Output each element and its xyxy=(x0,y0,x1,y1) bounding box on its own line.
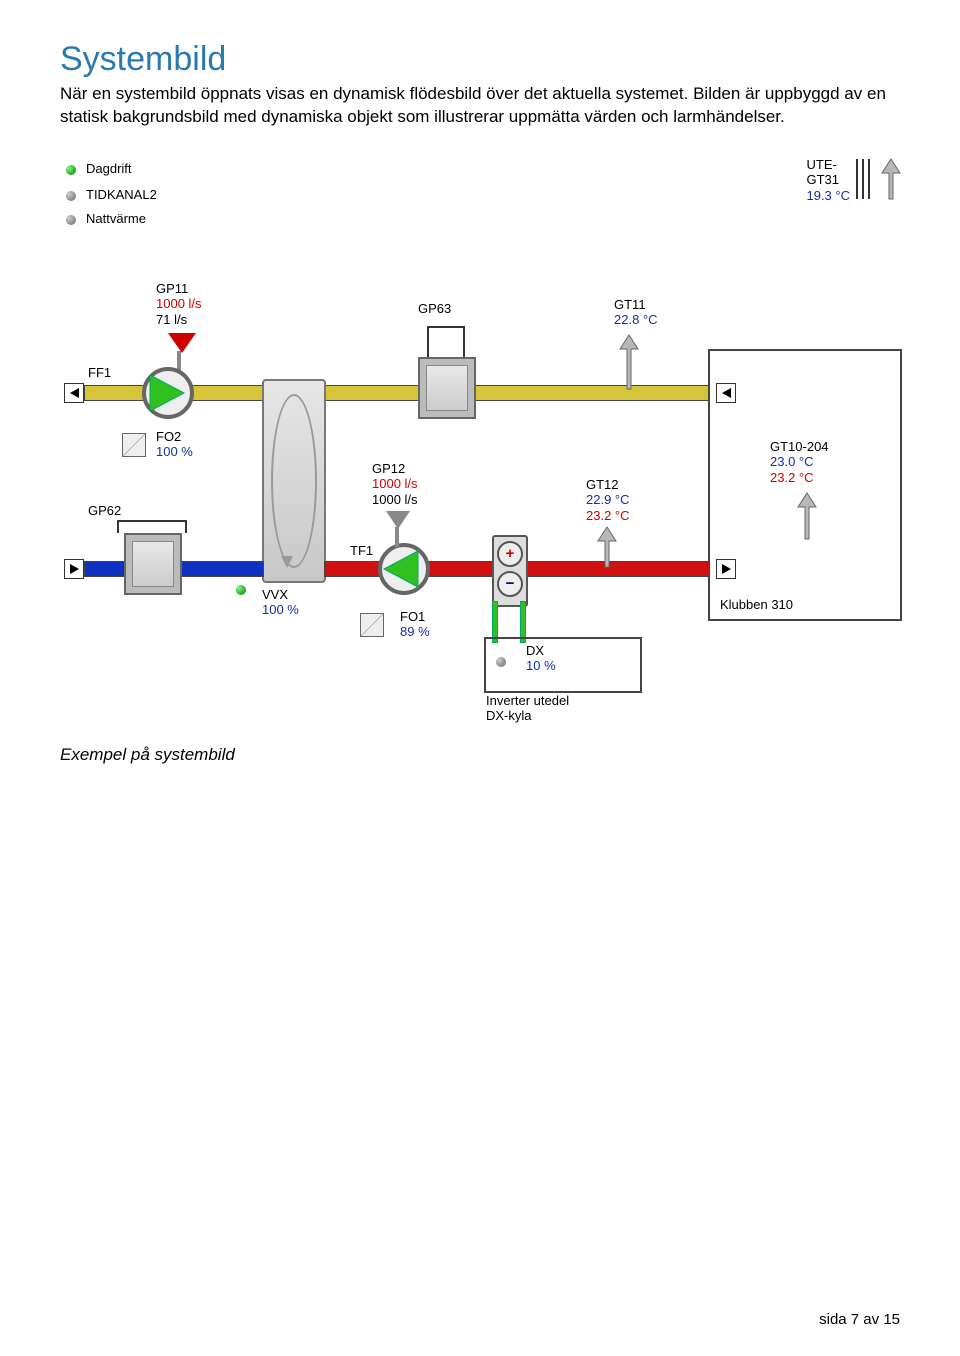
dx-status-dot xyxy=(496,657,506,667)
arrow-supply-out xyxy=(716,559,736,579)
vvx-value: 100 % xyxy=(262,602,299,618)
gt10-sensor-icon xyxy=(798,493,816,537)
ute-sensor-icon xyxy=(882,159,900,203)
heatcool-coil[interactable]: + − xyxy=(492,535,528,607)
converter-fo1[interactable] xyxy=(360,613,384,637)
gt12-name: GT12 xyxy=(586,477,630,493)
vvx-name: VVX xyxy=(262,587,299,603)
gp11-actual: 71 l/s xyxy=(156,312,202,328)
gt10-block: GT10-204 23.0 °C 23.2 °C xyxy=(770,439,829,486)
system-diagram: Dagdrift TIDKANAL2 Nattvärme UTE- GT31 1… xyxy=(60,153,900,733)
gp12-name: GP12 xyxy=(372,461,418,477)
fo2-block: FO2 100 % xyxy=(156,429,193,460)
duct-exhaust-2 xyxy=(324,385,710,401)
ute-block: UTE- GT31 19.3 °C xyxy=(806,157,850,204)
status-dot-dagdrift xyxy=(66,165,76,175)
fan-ff1-blade-icon xyxy=(144,371,188,415)
fo2-name: FO2 xyxy=(156,429,193,445)
intro-paragraph: När en systembild öppnats visas en dynam… xyxy=(60,83,900,129)
fo1-block: FO1 89 % xyxy=(400,609,430,640)
fo1-value: 89 % xyxy=(400,624,430,640)
page-heading: Systembild xyxy=(60,40,900,79)
gt10-value2: 23.2 °C xyxy=(770,470,829,486)
gp11-name: GP11 xyxy=(156,281,202,297)
vvx-unit[interactable] xyxy=(262,379,326,583)
gp11-setpoint: 1000 l/s xyxy=(156,296,202,312)
arrow-supply-in xyxy=(64,559,84,579)
gt10-name: GT10-204 xyxy=(770,439,829,455)
dx-name: DX xyxy=(526,643,556,659)
dx-sub-block: Inverter utedel DX-kyla xyxy=(486,693,569,724)
gt12-value2: 23.2 °C xyxy=(586,508,630,524)
vvx-status-dot xyxy=(236,585,246,595)
gp12-block: GP12 1000 l/s 1000 l/s xyxy=(372,461,418,508)
coil-minus-icon: − xyxy=(497,571,523,597)
coil-plus-icon: + xyxy=(497,541,523,567)
gp12-setpoint: 1000 l/s xyxy=(372,476,418,492)
arrow-exhaust-left xyxy=(64,383,84,403)
gt10-value1: 23.0 °C xyxy=(770,454,829,470)
status-label-tidkanal2: TIDKANAL2 xyxy=(86,187,157,203)
figure-caption: Exempel på systembild xyxy=(60,745,900,765)
gt11-name: GT11 xyxy=(614,297,658,313)
status-label-dagdrift: Dagdrift xyxy=(86,161,132,177)
fo2-value: 100 % xyxy=(156,444,193,460)
gt12-block: GT12 22.9 °C 23.2 °C xyxy=(586,477,630,524)
fo1-name: FO1 xyxy=(400,609,430,625)
status-dot-tidkanal2 xyxy=(66,191,76,201)
gp62-label: GP62 xyxy=(88,503,121,519)
gt11-block: GT11 22.8 °C xyxy=(614,297,658,328)
document-page: Systembild När en systembild öppnats vis… xyxy=(0,0,960,1356)
page-footer: sida 7 av 15 xyxy=(819,1311,900,1328)
dx-box[interactable] xyxy=(484,637,642,693)
radiator-icon xyxy=(856,159,874,199)
gp11-block: GP11 1000 l/s 71 l/s xyxy=(156,281,202,328)
ff1-label: FF1 xyxy=(88,365,111,381)
dx-sub2: DX-kyla xyxy=(486,708,569,724)
gt12-sensor-icon xyxy=(598,527,616,571)
ute-label: UTE- xyxy=(806,157,850,173)
ute-sensor-name: GT31 xyxy=(806,172,850,188)
dx-sub1: Inverter utedel xyxy=(486,693,569,709)
status-dot-nattvarme xyxy=(66,215,76,225)
tf1-label: TF1 xyxy=(350,543,373,559)
gp62-bracket xyxy=(116,519,188,535)
klubben-label: Klubben 310 xyxy=(720,597,793,613)
gp12-actual: 1000 l/s xyxy=(372,492,418,508)
filter-gp62[interactable] xyxy=(124,533,182,595)
dx-value: 10 % xyxy=(526,658,556,674)
gp12-stem xyxy=(394,527,400,547)
gp63-label: GP63 xyxy=(418,301,451,317)
status-label-nattvarme: Nattvärme xyxy=(86,211,146,227)
converter-fo2[interactable] xyxy=(122,433,146,457)
dx-block: DX 10 % xyxy=(526,643,556,674)
ute-value: 19.3 °C xyxy=(806,188,850,204)
filter-gp63[interactable] xyxy=(418,357,476,419)
gp63-bracket xyxy=(426,323,466,359)
gt11-sensor-icon xyxy=(620,335,638,379)
vvx-block: VVX 100 % xyxy=(262,587,299,618)
gt12-value1: 22.9 °C xyxy=(586,492,630,508)
gt11-value: 22.8 °C xyxy=(614,312,658,328)
gp11-marker-icon xyxy=(168,333,196,353)
fan-tf1-blade-icon xyxy=(380,547,424,591)
